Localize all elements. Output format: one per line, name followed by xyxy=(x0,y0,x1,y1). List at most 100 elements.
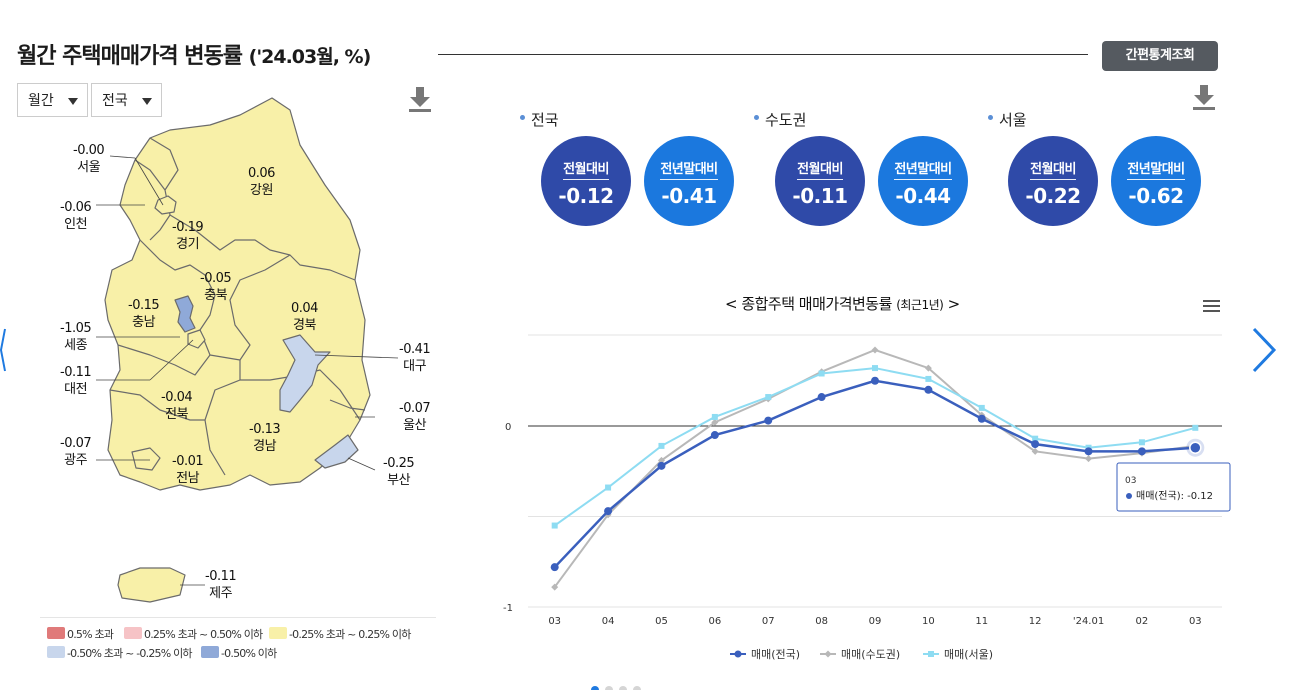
y-tick-label: 0 xyxy=(505,422,511,433)
x-tick-label: 08 xyxy=(815,616,828,627)
data-point-0 xyxy=(977,414,986,423)
data-point-1 xyxy=(871,346,879,354)
x-tick-label: '24.01 xyxy=(1073,616,1104,627)
data-point-2 xyxy=(872,365,878,372)
data-point-2 xyxy=(605,484,612,491)
x-tick-label: 03 xyxy=(548,616,561,627)
data-point-1 xyxy=(1031,447,1039,455)
download-icon[interactable] xyxy=(408,87,432,113)
region-bullet-icon xyxy=(988,115,993,120)
highlight-point xyxy=(1189,441,1202,454)
data-point-0 xyxy=(710,431,719,440)
data-point-2 xyxy=(1192,424,1199,431)
series-line-1 xyxy=(553,348,1196,588)
map-busan xyxy=(314,434,359,469)
map-label-daegu: -0.41 대구 xyxy=(399,342,431,374)
chart-title-end: > xyxy=(947,295,961,313)
carousel-pager[interactable] xyxy=(590,685,650,690)
chart-subtitle: (최근1년) xyxy=(896,298,944,312)
legend-swatch-3 xyxy=(269,627,287,639)
data-point-0 xyxy=(1137,447,1146,456)
series-line-2 xyxy=(554,367,1196,527)
x-tick-label: 11 xyxy=(975,616,988,627)
legend-label-5: -0.50% 이하 xyxy=(221,647,277,660)
legend-label-2: 매매(서울) xyxy=(944,648,993,661)
data-point-1 xyxy=(657,456,665,464)
data-point-1 xyxy=(924,364,932,372)
region-bullet-icon xyxy=(520,115,525,120)
period-select[interactable]: 월간 xyxy=(17,83,88,117)
page-title-suffix: ('24.03월, %) xyxy=(248,46,372,68)
data-point-0 xyxy=(764,416,773,425)
data-point-0 xyxy=(871,376,879,385)
region-name-seoul: 서울 xyxy=(999,111,1027,129)
line-chart: 0-103 04 05 06 07 08 09 10 11 12'24.01 02 0303매매(전국… xyxy=(503,334,1231,661)
tooltip-text: 매매(전국): -0.12 xyxy=(1136,490,1213,502)
period-select-value: 월간 xyxy=(28,93,54,109)
legend-label-4: -0.50% 초과 ~ -0.25% 이하 xyxy=(67,647,193,660)
legend-marker-0 xyxy=(734,650,742,658)
legend-label-1: 0.5% 초과 xyxy=(67,628,114,641)
data-point-2 xyxy=(1032,435,1039,442)
legend-swatch-1 xyxy=(47,627,65,639)
region-bullet-icon xyxy=(754,115,759,120)
legend-label-3: -0.25% 초과 ~ 0.25% 이하 xyxy=(289,628,411,641)
data-point-0 xyxy=(1031,440,1040,449)
data-point-2 xyxy=(765,394,772,401)
data-point-2 xyxy=(658,442,665,449)
ytd-circle-capital: 전년말대비 -0.44 xyxy=(878,136,968,226)
map-label-seoul: -0.00 서울 xyxy=(73,143,105,175)
x-tick-label: 07 xyxy=(762,616,775,627)
legend-marker-2 xyxy=(928,651,934,657)
mom-circle-seoul: 전월대비 -0.22 xyxy=(1008,136,1098,226)
legend-label-2: 0.25% 초과 ~ 0.50% 이하 xyxy=(144,628,263,641)
data-point-2 xyxy=(551,522,558,529)
legend-swatch-5 xyxy=(201,646,219,658)
chevron-down-icon xyxy=(142,98,152,105)
data-point-1 xyxy=(711,418,719,426)
map-label-incheon: -0.06 인천 xyxy=(60,200,92,232)
quick-stats-button[interactable]: 간편통계조회 xyxy=(1102,41,1218,71)
data-point-2 xyxy=(1138,439,1145,446)
x-tick-label: 10 xyxy=(922,616,935,627)
tooltip-marker xyxy=(1126,493,1132,499)
data-point-0 xyxy=(550,563,559,572)
hamburger-menu-icon[interactable] xyxy=(1203,300,1220,315)
map-label-gyeongnam: -0.13 경남 xyxy=(249,422,281,454)
map-label-ulsan: -0.07 울산 xyxy=(399,401,431,433)
data-point-2 xyxy=(925,375,932,382)
area-select[interactable]: 전국 xyxy=(91,83,162,117)
map-mainland xyxy=(104,97,371,491)
map-daejeon xyxy=(187,329,206,349)
map-label-busan: -0.25 부산 xyxy=(383,456,415,488)
area-select-value: 전국 xyxy=(102,93,128,109)
map-sejong xyxy=(174,295,196,333)
legend-label-1: 매매(수도권) xyxy=(841,648,900,661)
page-title-text: 월간 주택매매가격 변동률 xyxy=(17,44,243,69)
x-tick-label: 05 xyxy=(655,616,668,627)
x-tick-label: 04 xyxy=(602,616,615,627)
map-label-gangwon: 0.06 강원 xyxy=(248,166,275,198)
ytd-circle-national: 전년말대비 -0.41 xyxy=(644,136,734,226)
data-point-2 xyxy=(711,413,718,420)
title-divider xyxy=(438,54,1088,55)
chart-title: < 종합주택 매매가격변동률 (최근1년) > xyxy=(725,293,960,314)
data-point-1 xyxy=(1085,455,1093,463)
map-label-gyeonggi: -0.19 경기 xyxy=(172,220,204,252)
x-tick-label: 09 xyxy=(869,616,882,627)
data-point-0 xyxy=(1084,447,1093,456)
legend-label-0: 매매(전국) xyxy=(751,648,800,661)
data-point-0 xyxy=(924,385,933,394)
chevron-left-icon[interactable] xyxy=(0,325,6,375)
chevron-right-icon[interactable] xyxy=(1250,325,1278,375)
data-point-0 xyxy=(657,461,666,470)
data-point-2 xyxy=(978,404,985,411)
map-label-jeonnam: -0.01 전남 xyxy=(172,454,204,486)
x-tick-label: 03 xyxy=(1189,616,1202,627)
map-label-sejong: -1.05 세종 xyxy=(60,321,92,353)
map-label-gwangju: -0.07 광주 xyxy=(60,436,92,468)
x-tick-label: 06 xyxy=(708,616,721,627)
download-icon[interactable] xyxy=(1192,85,1216,111)
data-point-2 xyxy=(818,370,825,377)
tooltip-box xyxy=(1116,462,1231,512)
